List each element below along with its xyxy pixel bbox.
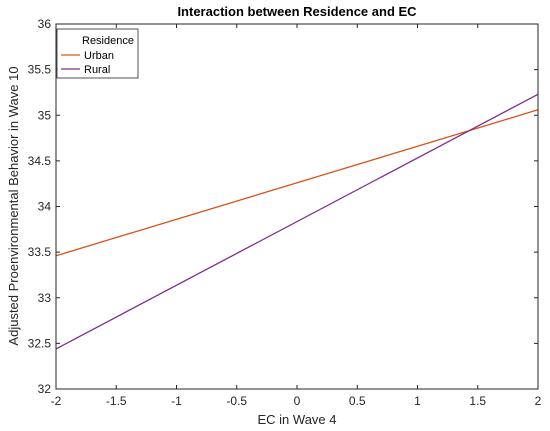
x-tick-label: -2	[51, 394, 62, 408]
x-tick-label: -1	[171, 394, 182, 408]
plot-background	[56, 24, 538, 389]
legend: Residence Urban Rural	[56, 28, 139, 79]
x-axis-label: EC in Wave 4	[258, 412, 337, 427]
legend-title: Residence	[82, 35, 134, 47]
x-tick-label: 2	[535, 394, 542, 408]
x-tick-label: 1.5	[469, 394, 486, 408]
series-line-urban	[55, 109, 539, 257]
y-tick-label: 35	[38, 108, 52, 122]
y-tick-label: 33	[38, 291, 52, 305]
y-tick-label: 34	[38, 200, 52, 214]
chart-title: Interaction between Residence and EC	[177, 4, 417, 19]
y-tick-label: 36	[38, 17, 52, 31]
y-axis-label: Adjusted Proenvironmental Behavior in Wa…	[6, 66, 21, 345]
x-tick-label: -1.5	[106, 394, 127, 408]
series-line-rural	[55, 93, 539, 350]
legend-box	[56, 28, 139, 79]
y-tick-label: 32.5	[28, 336, 52, 350]
legend-label-urban: Urban	[84, 50, 114, 62]
y-tick-label: 32	[38, 382, 52, 396]
legend-label-rural: Rural	[84, 64, 110, 76]
x-tick-label: -0.5	[226, 394, 247, 408]
y-axis-ticks: 32 32.5 33 33.5 34 34.5 35 35.5 36	[28, 17, 538, 396]
y-tick-label: 35.5	[28, 63, 52, 77]
y-tick-label: 33.5	[28, 245, 52, 259]
x-axis-ticks: -2 -1.5 -1 -0.5 0 0.5 1 1.5 2	[51, 24, 542, 408]
x-tick-label: 0	[294, 394, 301, 408]
series-layer	[55, 93, 539, 350]
x-tick-label: 1	[414, 394, 421, 408]
y-tick-label: 34.5	[28, 154, 52, 168]
x-tick-label: 0.5	[349, 394, 366, 408]
